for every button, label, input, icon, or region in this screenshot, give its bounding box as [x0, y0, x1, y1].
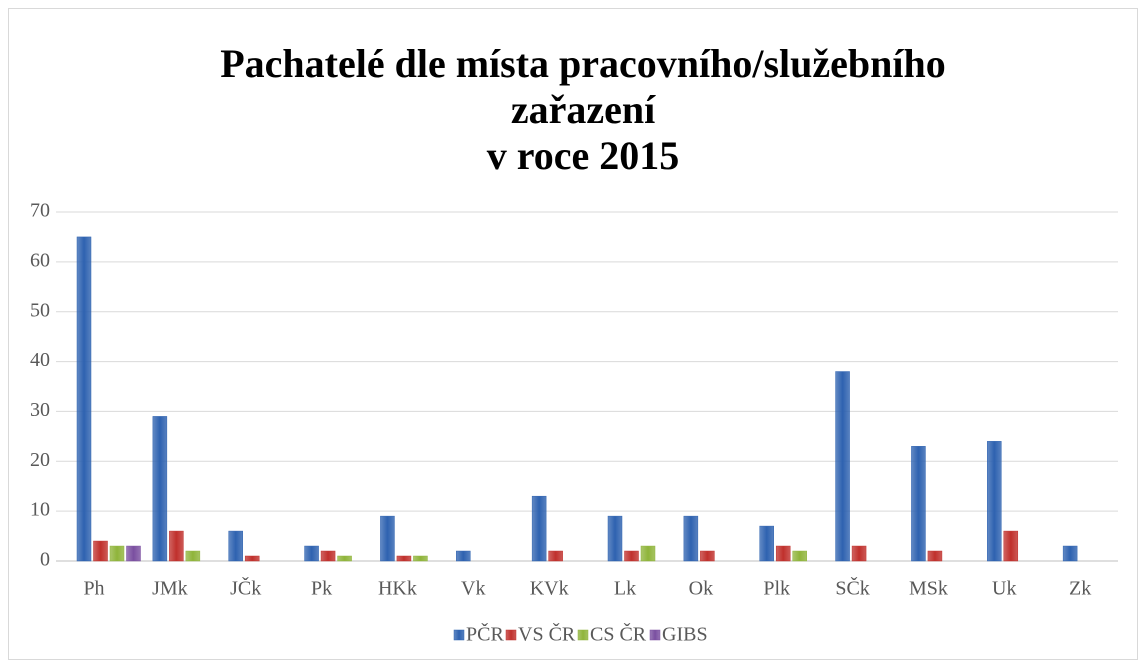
bar: [759, 525, 774, 562]
y-tick-label: 40: [30, 349, 50, 371]
x-tick-label: Vk: [461, 578, 485, 600]
bar: [169, 530, 184, 562]
bar: [396, 555, 412, 562]
bar: [337, 555, 352, 562]
legend-swatch: [649, 629, 661, 641]
x-tick-label: MSk: [909, 578, 948, 600]
legend-label: VS ČR: [518, 622, 576, 646]
y-tick-label: 20: [30, 449, 50, 471]
legend-label: PČR: [466, 622, 504, 646]
x-tick-label: Ph: [83, 578, 104, 600]
legend-swatch: [453, 629, 465, 641]
x-tick-label: Pk: [311, 578, 332, 600]
x-tick-label: Uk: [992, 578, 1016, 600]
y-tick-label: 30: [30, 399, 50, 421]
bar: [1062, 545, 1078, 562]
chart-title: zařazení: [511, 87, 656, 132]
bar: [126, 545, 141, 562]
bar: [607, 515, 623, 562]
bar: [927, 550, 943, 562]
y-tick-label: 70: [30, 200, 50, 222]
legend-label: GIBS: [662, 624, 708, 646]
bar: [700, 550, 715, 562]
bar: [93, 540, 108, 562]
x-tick-label: Zk: [1069, 578, 1091, 600]
legend-label: CS ČR: [590, 622, 647, 646]
bar: [640, 545, 656, 562]
chart-title: v roce 2015: [487, 133, 680, 178]
y-tick-label: 60: [30, 249, 50, 271]
bar: [683, 515, 699, 562]
y-tick-label: 50: [30, 299, 50, 321]
x-tick-label: Plk: [763, 578, 790, 600]
bar: [792, 550, 807, 562]
x-tick-label: JČk: [230, 576, 261, 600]
bar: [185, 550, 201, 562]
x-tick-label: KVk: [530, 578, 569, 600]
bar: [835, 371, 850, 562]
bar: [987, 441, 1002, 562]
bar: [228, 530, 243, 562]
bar: [456, 550, 471, 562]
legend-swatch: [505, 629, 517, 641]
y-tick-label: 10: [30, 499, 50, 521]
chart-title: Pachatelé dle místa pracovního/služebníh…: [220, 41, 946, 86]
legend-swatch: [577, 629, 589, 641]
bar: [531, 495, 547, 562]
bar: [320, 550, 336, 562]
x-tick-label: Ok: [689, 578, 713, 600]
bar: [775, 545, 791, 562]
bar: [152, 416, 168, 562]
bar: [1003, 530, 1019, 562]
bar: [304, 545, 319, 562]
x-tick-label: JMk: [152, 578, 188, 600]
bar: [109, 545, 125, 562]
bar: [380, 515, 395, 562]
bar: [851, 545, 867, 562]
x-tick-label: HKk: [378, 578, 417, 600]
x-tick-label: Lk: [614, 578, 636, 600]
bar: [624, 550, 639, 562]
y-tick-label: 0: [40, 549, 50, 571]
bar: [76, 236, 92, 562]
bar: [413, 555, 428, 562]
bar: [244, 555, 260, 562]
bar: [548, 550, 563, 562]
bar: [911, 446, 926, 562]
x-tick-label: SČk: [835, 576, 869, 600]
